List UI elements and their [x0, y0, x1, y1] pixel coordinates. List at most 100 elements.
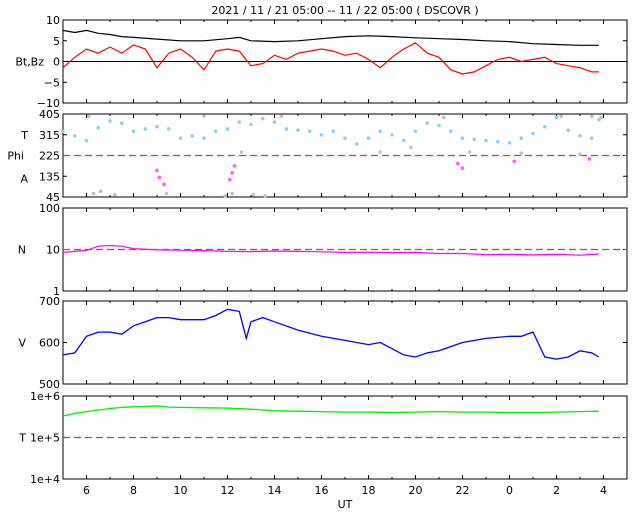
- bfield-tick-label: −10: [37, 97, 60, 110]
- phi-point: [279, 114, 284, 119]
- temperature-point: [202, 136, 206, 141]
- x-tick-label: 8: [130, 484, 137, 497]
- temperature-point: [108, 119, 112, 123]
- temperature-point: [531, 131, 535, 136]
- x-tick-label: 4: [600, 484, 607, 497]
- temperature-point: [519, 136, 524, 141]
- temperature-point: [589, 136, 594, 141]
- temperature-point: [72, 134, 77, 138]
- density-tick-label: 100: [39, 202, 60, 215]
- speed-tick-label: 500: [39, 378, 60, 391]
- chart-title: 2021 / 11 / 21 05:00 -- 11 / 22 05:00 ( …: [211, 4, 478, 17]
- x-tick-label: 14: [268, 484, 282, 497]
- temperature-point: [237, 120, 242, 124]
- temperature-point: [119, 121, 124, 126]
- temperature-point: [143, 127, 148, 131]
- phi-point: [589, 114, 594, 119]
- temperature-point: [390, 132, 394, 137]
- phi-point: [87, 114, 91, 119]
- series-speed-line: [62, 308, 600, 360]
- phi-point: [378, 150, 383, 154]
- alpha-point: [460, 166, 465, 170]
- temperature-point: [378, 129, 383, 134]
- alpha-point: [155, 168, 159, 173]
- phi-point: [112, 192, 117, 197]
- temperature-point: [319, 132, 324, 137]
- temperature-point: [131, 129, 136, 134]
- temperature-point: [190, 134, 195, 138]
- temperature-point: [578, 134, 582, 138]
- total-temperature-tick-label: 1e+4: [30, 473, 60, 486]
- angle-tick-label: 135: [39, 170, 60, 183]
- temperature-axis-label: T: [20, 129, 28, 142]
- temperature-point: [460, 136, 465, 141]
- temperature-point: [554, 115, 559, 120]
- phi-point: [251, 192, 256, 197]
- temperature-point: [284, 127, 289, 131]
- density-tick-label: 1: [53, 285, 60, 298]
- total-temperature-axis-label: T: [18, 432, 26, 445]
- phi-point: [441, 115, 446, 120]
- x-tick-label: 0: [506, 484, 513, 497]
- series-density-line: [62, 244, 599, 256]
- x-tick-label: 12: [221, 484, 235, 497]
- x-axis-label: UT: [338, 498, 353, 511]
- phi-point: [519, 151, 524, 155]
- temperature-point: [331, 129, 336, 134]
- panels: 1050−5−10Bt,Bz40531522513545TPhiA100101N…: [7, 14, 628, 497]
- x-tick-label: 2: [553, 484, 560, 497]
- temperature-point: [249, 122, 253, 127]
- series-bz-line: [62, 42, 599, 75]
- phi-point: [223, 194, 227, 198]
- temperature-point: [542, 124, 547, 129]
- bfield-axis-label: Bt,Bz: [15, 56, 44, 69]
- alpha-axis-label: A: [20, 173, 28, 186]
- phi-point: [599, 115, 603, 120]
- total-temperature-tick-label: 1e+6: [30, 390, 60, 403]
- temperature-point: [507, 141, 512, 145]
- alpha-point: [228, 177, 232, 182]
- temperature-point: [437, 123, 441, 128]
- phi-point: [409, 145, 413, 150]
- temperature-point: [484, 138, 488, 143]
- density-axis-label: N: [18, 244, 26, 257]
- panel-4-frame: [62, 300, 628, 385]
- alpha-point: [162, 182, 166, 187]
- angle-tick-label: 225: [39, 150, 60, 163]
- bfield-tick-label: 5: [53, 35, 60, 48]
- phi-point: [91, 191, 96, 196]
- temperature-point: [425, 121, 430, 126]
- density-tick-label: 10: [46, 244, 60, 257]
- speed-tick-label: 600: [39, 337, 60, 350]
- phi-point: [239, 150, 244, 154]
- alpha-point: [512, 159, 516, 164]
- alpha-point: [232, 164, 237, 168]
- temperature-point: [401, 138, 406, 143]
- temperature-point: [354, 142, 359, 146]
- bfield-tick-label: 10: [46, 14, 60, 27]
- phi-point: [202, 114, 206, 119]
- temperature-point: [448, 129, 453, 134]
- temperature-point: [296, 128, 300, 132]
- phi-axis-label: Phi: [7, 150, 24, 163]
- temperature-point: [155, 124, 159, 129]
- temperature-point: [260, 116, 265, 121]
- temperature-point: [307, 129, 312, 134]
- alpha-point: [157, 175, 162, 180]
- speed-axis-label: V: [18, 337, 26, 350]
- x-tick-label: 6: [83, 484, 90, 497]
- alpha-point: [230, 170, 234, 175]
- temperature-point: [166, 127, 171, 131]
- phi-point: [230, 191, 234, 196]
- temperature-point: [213, 129, 218, 134]
- temperature-point: [272, 120, 277, 124]
- temperature-point: [96, 126, 101, 130]
- angle-tick-label: 315: [39, 129, 60, 142]
- temperature-point: [366, 136, 371, 141]
- temperature-point: [225, 127, 230, 131]
- temperature-point: [178, 136, 183, 141]
- x-tick-label: 10: [174, 484, 188, 497]
- x-tick-label: 20: [409, 484, 423, 497]
- temperature-point: [413, 129, 418, 134]
